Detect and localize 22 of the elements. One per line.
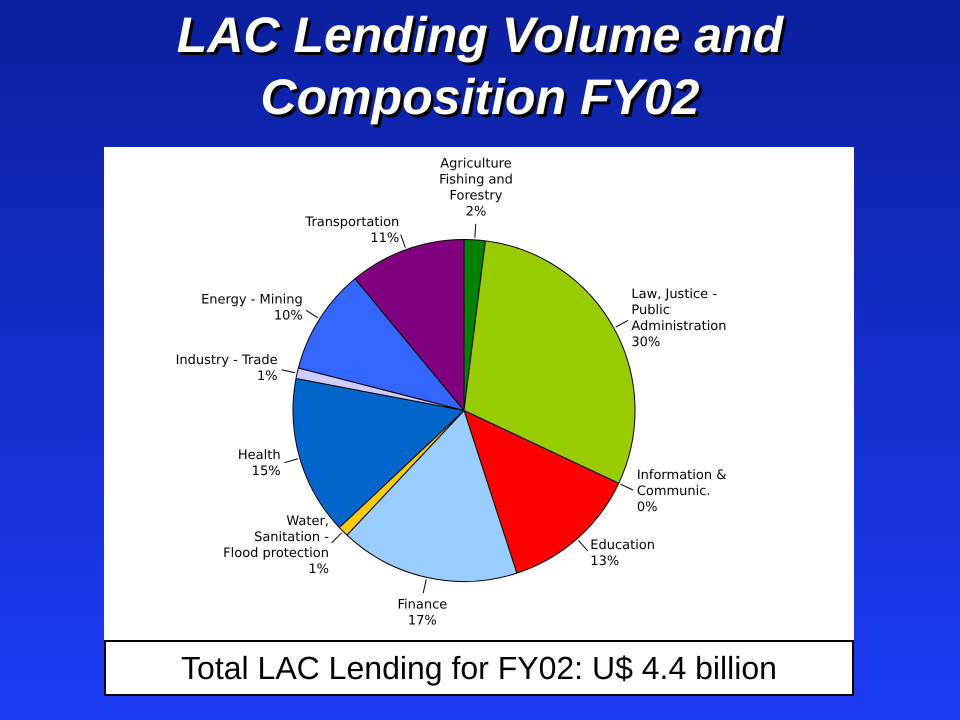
data-label: 10% bbox=[274, 308, 303, 324]
data-label: 30% bbox=[631, 334, 660, 350]
slice-label: Transportation bbox=[304, 215, 400, 230]
slice-label: Health bbox=[238, 448, 281, 464]
data-label: 13% bbox=[590, 554, 620, 570]
data-label: 1% bbox=[256, 369, 278, 384]
slice-label: Finance bbox=[397, 597, 448, 612]
legend-label: Information & Communic. bbox=[636, 468, 726, 500]
data-label: 15% bbox=[252, 464, 281, 480]
slice-label: Industry - Trade bbox=[176, 353, 278, 368]
data-label: 1% bbox=[308, 562, 329, 577]
slice-label: Agriculture Fishing and Forestry bbox=[439, 156, 513, 204]
text: 0% bbox=[636, 500, 658, 516]
text: Total LAC Lending for FY02: U$ 4.4 billion bbox=[104, 640, 854, 696]
data-label: 11% bbox=[370, 231, 400, 246]
slice-label: Energy - Mining bbox=[201, 292, 303, 308]
slice-label: Water, Sanitation - Flood protection bbox=[223, 514, 330, 561]
chart-title: LAC Lending Volume and Composition FY02 bbox=[176, 6, 785, 127]
slice-label: Education bbox=[590, 538, 656, 554]
data-label: 2% bbox=[466, 204, 486, 220]
data-label: 17% bbox=[408, 613, 437, 628]
slice-label: Law, Justice - Public Administration bbox=[631, 286, 727, 334]
